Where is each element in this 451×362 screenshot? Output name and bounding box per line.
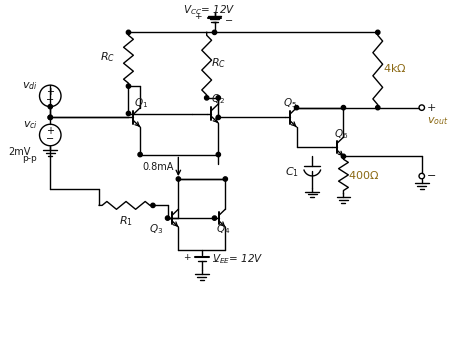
Circle shape xyxy=(375,30,379,34)
Text: −: − xyxy=(46,95,54,105)
Circle shape xyxy=(341,105,345,110)
Text: −: − xyxy=(210,257,218,266)
Text: 0.8mA: 0.8mA xyxy=(142,162,173,172)
Text: +: + xyxy=(194,12,201,21)
Circle shape xyxy=(375,105,379,110)
Circle shape xyxy=(126,111,130,115)
Text: −: − xyxy=(225,16,233,26)
Circle shape xyxy=(176,177,180,181)
Circle shape xyxy=(126,30,130,34)
Text: $R_C$: $R_C$ xyxy=(210,56,225,70)
Text: $R_C$: $R_C$ xyxy=(100,50,115,64)
Circle shape xyxy=(216,115,220,119)
Text: −: − xyxy=(46,134,54,144)
Text: +: + xyxy=(46,87,54,97)
Circle shape xyxy=(48,115,52,119)
Text: $C_1$: $C_1$ xyxy=(284,165,298,179)
Text: $Q_5$: $Q_5$ xyxy=(282,96,296,110)
Text: $R_1$: $R_1$ xyxy=(119,214,133,228)
Circle shape xyxy=(48,115,52,119)
Text: $Q_6$: $Q_6$ xyxy=(333,127,347,141)
Circle shape xyxy=(341,154,345,159)
Circle shape xyxy=(223,177,227,181)
Text: $v_{di}$: $v_{di}$ xyxy=(22,80,37,92)
Circle shape xyxy=(165,216,170,220)
Text: $v_{ci}$: $v_{ci}$ xyxy=(23,119,37,131)
Text: +: + xyxy=(426,103,435,113)
Circle shape xyxy=(48,105,52,109)
Circle shape xyxy=(126,84,130,88)
Text: $Q_3$: $Q_3$ xyxy=(149,222,163,236)
Text: $V_{EE}$= 12V: $V_{EE}$= 12V xyxy=(211,252,262,266)
Text: $Q_2$: $Q_2$ xyxy=(210,92,224,106)
Text: 4k$\Omega$: 4k$\Omega$ xyxy=(382,62,405,74)
Circle shape xyxy=(216,96,220,100)
Circle shape xyxy=(151,203,155,207)
Text: −: − xyxy=(426,171,435,181)
Text: 400$\Omega$: 400$\Omega$ xyxy=(348,169,379,181)
Circle shape xyxy=(216,152,220,157)
Circle shape xyxy=(138,152,142,157)
Text: $Q_1$: $Q_1$ xyxy=(134,96,148,110)
Circle shape xyxy=(204,96,208,100)
Text: p-p: p-p xyxy=(22,154,37,163)
Circle shape xyxy=(212,216,216,220)
Text: $V_{CC}$= 12V: $V_{CC}$= 12V xyxy=(183,3,235,17)
Text: +: + xyxy=(46,126,54,136)
Circle shape xyxy=(212,30,216,34)
Circle shape xyxy=(294,105,298,110)
Text: $Q_4$: $Q_4$ xyxy=(216,222,230,236)
Text: +: + xyxy=(183,253,191,262)
Text: 2mV: 2mV xyxy=(8,147,31,157)
Text: $v_{out}$: $v_{out}$ xyxy=(426,115,447,127)
